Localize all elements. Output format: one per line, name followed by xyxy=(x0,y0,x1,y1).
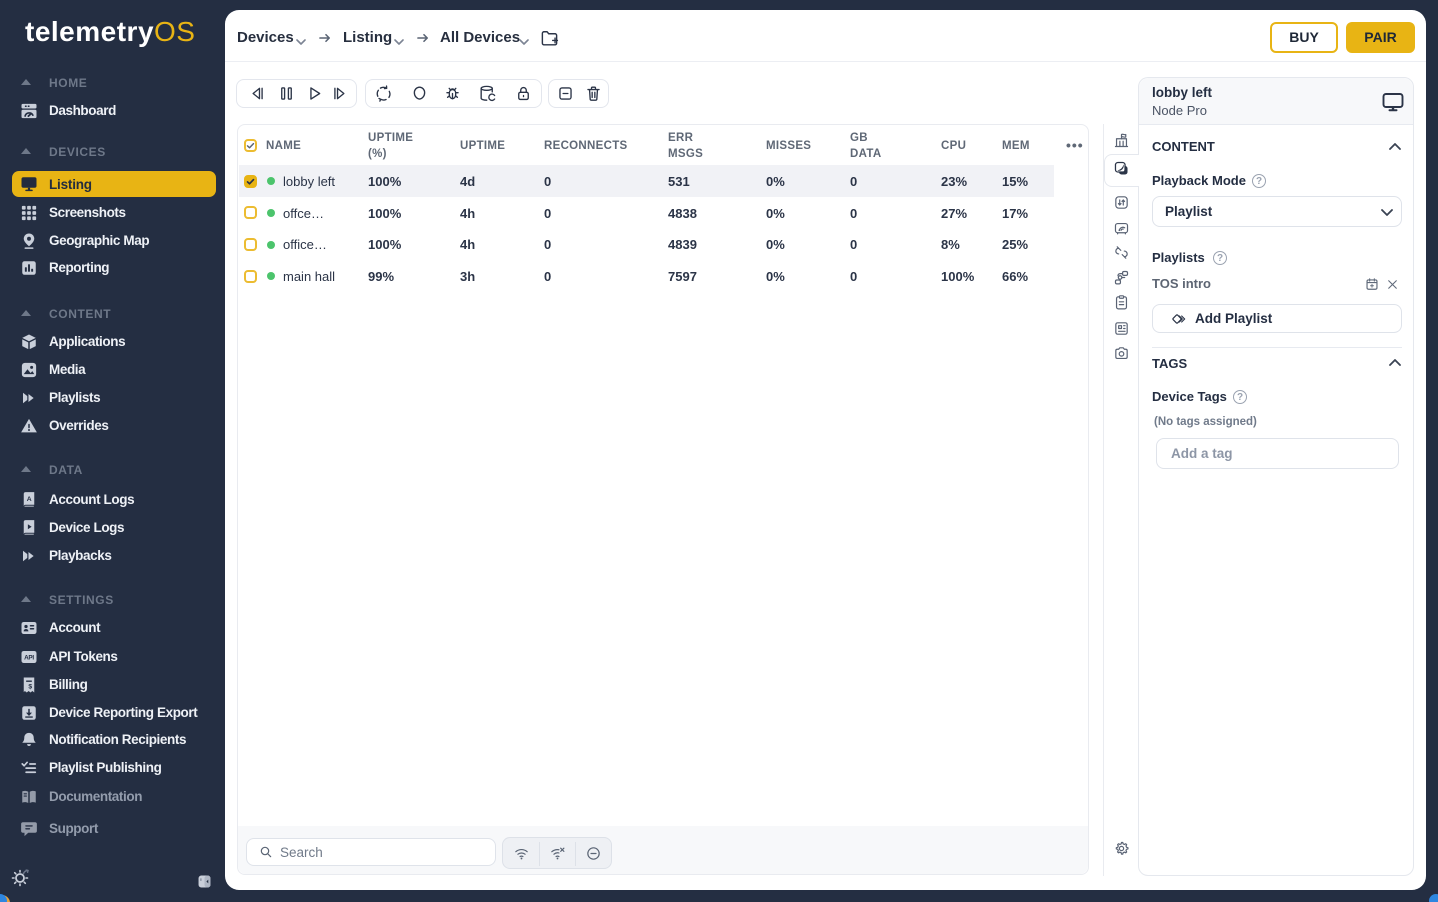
svg-text:$: $ xyxy=(28,683,32,690)
svg-text:A: A xyxy=(27,496,32,503)
svg-text:API: API xyxy=(24,655,34,662)
